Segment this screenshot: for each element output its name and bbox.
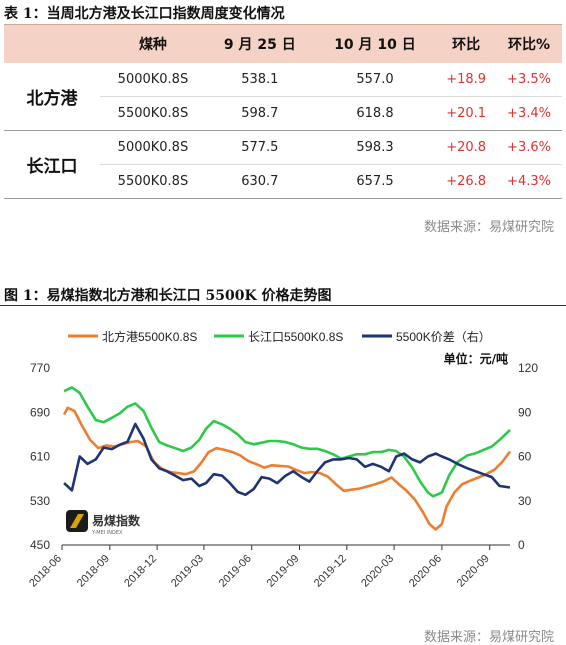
y-right-tick-label: 60	[518, 450, 532, 464]
price-change-table: 煤种 9 月 25 日 10 月 10 日 环比 环比% 北方港 5000K0.…	[4, 24, 562, 199]
chart-source-note: 数据来源：易煤研究院	[423, 630, 554, 645]
table-source-note: 数据来源：易煤研究院	[423, 220, 554, 235]
header-change: 环比	[436, 24, 497, 63]
header-oct10: 10 月 10 日	[313, 24, 437, 63]
y-right-tick-label: 90	[518, 405, 532, 419]
header-port	[4, 24, 100, 63]
change-pct-cell: +4.3%	[496, 164, 562, 199]
coal-cell: 5500K0.8S	[100, 96, 206, 131]
series-line-north	[62, 406, 512, 531]
x-tick-label: 2019-09	[265, 553, 302, 590]
y-right-tick-label: 120	[518, 361, 538, 375]
series-lines	[62, 386, 512, 531]
port-cell-north: 北方港	[4, 62, 100, 131]
y-right-tick-label: 0	[518, 538, 525, 552]
coal-cell: 5000K0.8S	[100, 130, 206, 165]
table-header-row: 煤种 9 月 25 日 10 月 10 日 环比 环比%	[4, 24, 562, 63]
x-tick-label: 2018-09	[75, 553, 112, 590]
table-row: 5500K0.8S 630.7 657.5 +26.8 +4.3%	[4, 164, 562, 199]
header-sep25: 9 月 25 日	[205, 24, 314, 63]
y-axis-left: 450 530 610 690 770	[30, 361, 50, 552]
header-change-pct: 环比%	[496, 24, 562, 63]
sep25-cell: 577.5	[205, 130, 314, 165]
y-axis-right: 0 30 60 90 120	[518, 361, 538, 552]
series-line-spread	[63, 422, 511, 497]
figure-caption: 图 1：易煤指数北方港和长江口 5500K 价格走势图	[4, 288, 332, 304]
x-tick-label: 2019-03	[169, 553, 206, 590]
x-tick-label: 2018-12	[122, 553, 159, 590]
change-cell: +26.8	[436, 164, 497, 199]
change-pct-cell: +3.5%	[496, 62, 562, 97]
chart-legend: 北方港5500K0.8S 长江口5500K0.8S 5500K价差（右）	[68, 329, 491, 344]
table-row: 北方港 5000K0.8S 538.1 557.0 +18.9 +3.5%	[4, 62, 562, 131]
sep25-cell: 538.1	[205, 62, 314, 97]
y-left-tick-label: 450	[30, 538, 50, 552]
y-left-tick-label: 770	[30, 361, 50, 375]
legend-label-yangtze: 长江口5500K0.8S	[248, 330, 343, 344]
x-tick-label: 2018-06	[27, 553, 64, 590]
oct10-cell: 618.8	[313, 96, 437, 131]
x-tick-label: 2020-06	[407, 553, 444, 590]
port-cell-yangtze: 长江口	[4, 130, 100, 199]
x-tick-label: 2020-09	[455, 553, 492, 590]
oct10-cell: 557.0	[313, 62, 437, 97]
series-line-yangtze	[63, 386, 511, 498]
x-tick-label: 2020-03	[359, 553, 396, 590]
y-left-tick-label: 530	[30, 494, 50, 508]
oct10-cell: 657.5	[313, 164, 437, 199]
price-trend-chart: 北方港5500K0.8S 长江口5500K0.8S 5500K价差（右） 单位：…	[27, 329, 538, 590]
change-pct-cell: +3.4%	[496, 96, 562, 131]
change-cell: +18.9	[436, 62, 497, 97]
x-axis: 2018-06 2018-09 2018-12 2019-03 2019-06 2019-…	[27, 544, 510, 590]
table-caption: 表 1：当周北方港及长江口指数周度变化情况	[4, 6, 285, 22]
y-left-tick-label: 690	[30, 405, 50, 419]
table-row: 长江口 5000K0.8S 577.5 598.3 +20.8 +3.6%	[4, 130, 562, 199]
coal-cell: 5500K0.8S	[100, 164, 206, 199]
y-left-tick-label: 610	[30, 450, 50, 464]
oct10-cell: 598.3	[313, 130, 437, 165]
logo-text: 易煤指数	[92, 513, 141, 528]
change-cell: +20.1	[436, 96, 497, 131]
legend-label-north: 北方港5500K0.8S	[102, 329, 197, 344]
x-tick-label: 2019-06	[217, 553, 254, 590]
brand-logo: 易煤指数 Y-MEI INDEX	[66, 510, 141, 536]
change-cell: +20.8	[436, 130, 497, 165]
logo-subtext: Y-MEI INDEX	[91, 530, 123, 536]
figure-rule	[0, 305, 566, 306]
legend-label-spread: 5500K价差（右）	[396, 329, 491, 344]
x-tick-label: 2019-12	[312, 553, 349, 590]
change-pct-cell: +3.6%	[496, 130, 562, 165]
table-row: 5500K0.8S 598.7 618.8 +20.1 +3.4%	[4, 96, 562, 131]
header-coal: 煤种	[100, 24, 206, 63]
sep25-cell: 630.7	[205, 164, 314, 199]
sep25-cell: 598.7	[205, 96, 314, 131]
coal-cell: 5000K0.8S	[100, 62, 206, 97]
y-right-tick-label: 30	[518, 494, 532, 508]
unit-label: 单位：元/吨	[444, 351, 508, 366]
